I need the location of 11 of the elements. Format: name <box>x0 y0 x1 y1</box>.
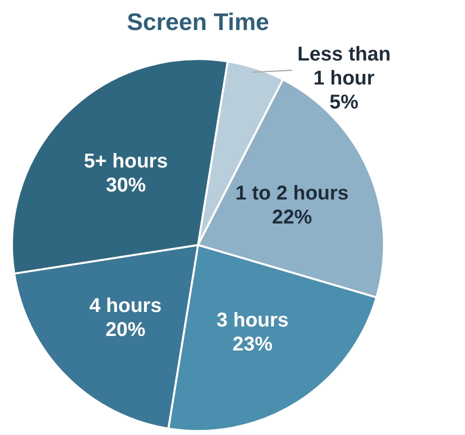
slice-label: 4 hours <box>89 295 162 318</box>
chart-title: Screen Time <box>126 9 270 36</box>
data-label: 22% <box>272 206 312 229</box>
data-label: 20% <box>105 319 146 342</box>
data-label: 5% <box>330 91 359 114</box>
data-label: 23% <box>232 334 273 356</box>
slice-label: 3 hours <box>216 310 289 332</box>
data-label: 30% <box>106 174 146 196</box>
slice-label: Less than 1 hour <box>297 43 391 90</box>
slice-label: 1 to 2 hours <box>235 182 349 205</box>
slice-label: 5+ hours <box>84 150 168 172</box>
